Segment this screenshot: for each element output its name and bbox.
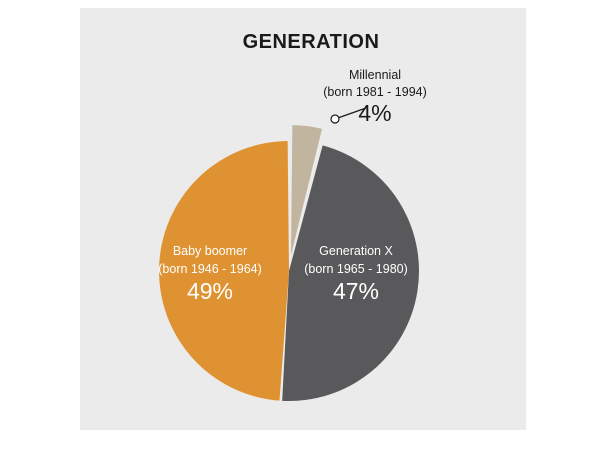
slice-label-range-baby-boomer: (born 1946 - 1964) (158, 262, 262, 276)
pie-slice-baby-boomer (158, 141, 289, 401)
pie-labels: Millennial (born 1981 - 1994)4% Generation… (158, 68, 427, 304)
pie-slices (158, 125, 419, 401)
slice-label-name-millennial: Millennial (349, 68, 401, 82)
slice-label-percent-baby-boomer: 49% (187, 278, 233, 304)
slice-label-name-generation-x: Generation X (319, 244, 393, 258)
slice-label-range-millennial: (born 1981 - 1994) (323, 85, 427, 99)
slice-label-percent-millennial: 4% (358, 100, 391, 126)
pie-slice-generation-x (282, 145, 419, 401)
callout-dot (330, 114, 340, 124)
pie-slice-millennial (291, 125, 323, 256)
chart-title: GENERATION (243, 31, 380, 53)
callout-leader-line (334, 107, 367, 120)
slice-label-range-generation-x: (born 1965 - 1980) (304, 262, 408, 276)
slice-label-percent-generation-x: 47% (333, 278, 379, 304)
slice-label-name-baby-boomer: Baby boomer (173, 244, 247, 258)
